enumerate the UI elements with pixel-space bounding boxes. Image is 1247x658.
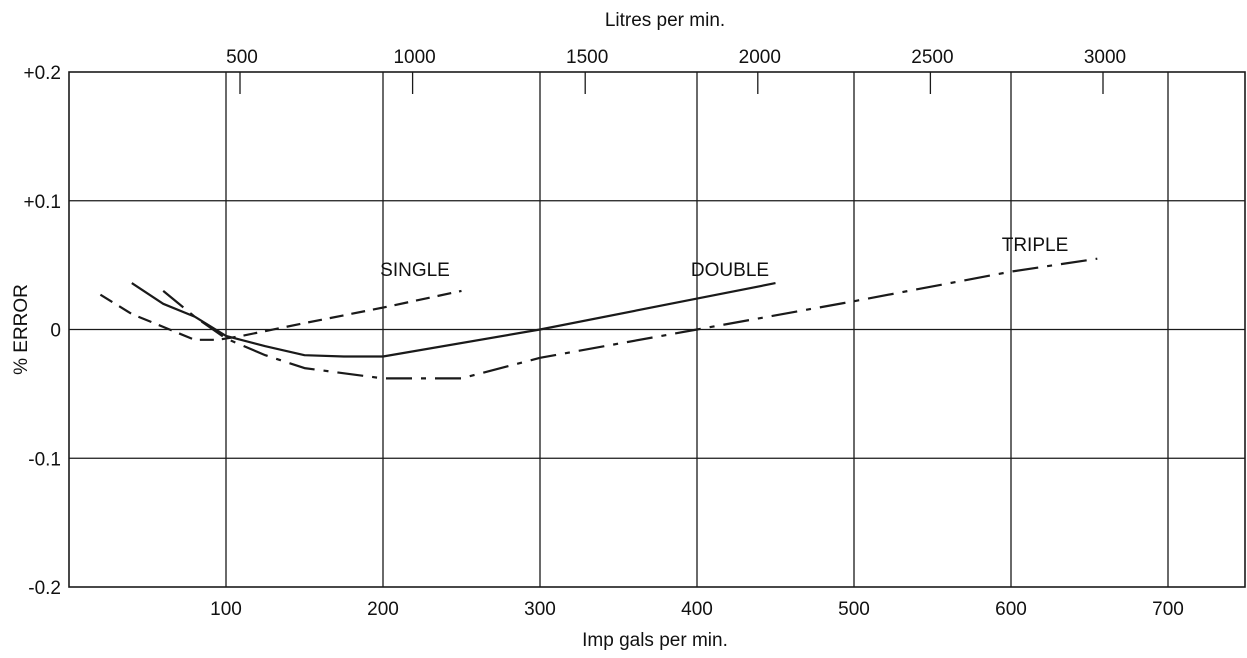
top-tick-label: 2000 — [739, 47, 781, 68]
x-tick-label: 100 — [210, 599, 242, 620]
x-tick-label: 500 — [838, 599, 870, 620]
series-label-double: DOUBLE — [691, 260, 769, 281]
tick-label-layer: +0.2 +0.1 0 -0.1 -0.2 100 200 300 400 500 600 700 — [23, 63, 1183, 620]
y-tick-label: 0 — [50, 321, 61, 342]
top-axis: 500 1000 1500 2000 2500 3000 — [226, 47, 1126, 94]
top-tick-label: 500 — [226, 47, 258, 68]
y-tick-label: -0.1 — [28, 449, 61, 470]
y-tick-label: -0.2 — [28, 578, 61, 599]
series-line-double — [132, 283, 776, 356]
x-tick-label: 200 — [367, 599, 399, 620]
x-tick-label: 400 — [681, 599, 713, 620]
series-label-triple: TRIPLE — [1002, 235, 1069, 256]
x-tick-label: 600 — [995, 599, 1027, 620]
series-line-triple — [163, 259, 1097, 379]
grid-layer — [69, 72, 1245, 587]
x-tick-label: 700 — [1152, 599, 1184, 620]
series-label-single: SINGLE — [380, 260, 450, 281]
y-tick-label: +0.2 — [23, 63, 61, 84]
x-tick-label: 300 — [524, 599, 556, 620]
y-axis-title: % ERROR — [11, 284, 32, 375]
top-axis-title: Litres per min. — [605, 10, 725, 31]
top-tick-label: 1500 — [566, 47, 608, 68]
series-layer: SINGLE DOUBLE TRIPLE — [100, 235, 1097, 378]
top-tick-label: 2500 — [911, 47, 953, 68]
y-tick-label: +0.1 — [23, 192, 61, 213]
x-axis-title: Imp gals per min. — [582, 630, 728, 651]
top-tick-label: 3000 — [1084, 47, 1126, 68]
top-tick-label: 1000 — [393, 47, 435, 68]
